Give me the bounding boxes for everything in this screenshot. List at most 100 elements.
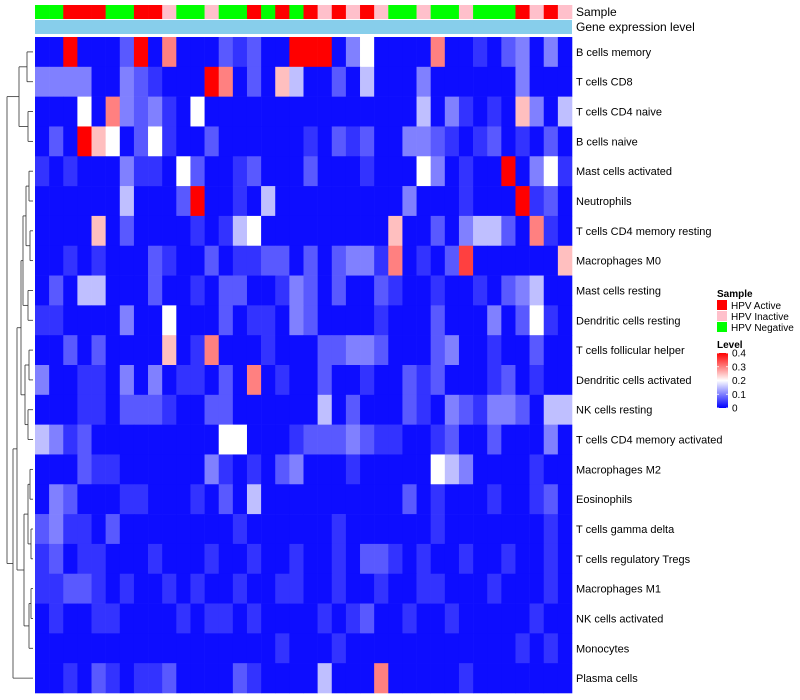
heatmap-cell	[317, 37, 333, 68]
heatmap-cell	[133, 484, 149, 515]
heatmap-cell	[331, 484, 347, 515]
heatmap-cell	[529, 96, 545, 127]
heatmap-cell	[317, 454, 333, 485]
heatmap-cell	[317, 573, 333, 604]
heatmap-cell	[515, 37, 530, 68]
heatmap-cell	[402, 305, 417, 336]
heatmap-cell	[133, 66, 149, 97]
heatmap-cell	[35, 484, 50, 515]
heatmap-cell	[317, 543, 333, 575]
heatmap-cell	[374, 335, 389, 366]
heatmap-cell	[246, 365, 262, 396]
heatmap-cell	[133, 514, 149, 545]
heatmap-cell	[331, 424, 347, 455]
heatmap-cell	[275, 305, 290, 336]
heatmap-cell	[119, 66, 135, 97]
heatmap-cell	[162, 215, 177, 247]
heatmap-cell	[148, 186, 163, 217]
heatmap-cell	[261, 633, 276, 664]
heatmap-cell	[557, 394, 573, 425]
heatmap-cell	[331, 454, 347, 485]
heatmap-cell	[218, 603, 234, 634]
heatmap-cell	[473, 335, 488, 366]
heatmap-cell	[458, 454, 474, 485]
heatmap-cell	[162, 394, 177, 425]
heatmap-cell	[63, 424, 78, 455]
heatmap-cell	[133, 37, 149, 68]
heatmap-cell	[261, 275, 276, 306]
heatmap-cell	[515, 454, 530, 485]
heatmap-cell	[105, 215, 121, 247]
heatmap-cell	[444, 454, 460, 485]
heatmap-cell	[133, 543, 149, 575]
row-label: Macrophages M2	[576, 464, 661, 476]
heatmap-cell	[303, 335, 318, 366]
heatmap-cell	[487, 603, 502, 634]
heatmap-cell	[162, 514, 177, 545]
heatmap-cell	[458, 335, 474, 366]
heatmap-cell	[317, 663, 333, 694]
row-label: NK cells resting	[576, 405, 652, 417]
heatmap-cell	[232, 543, 248, 575]
heatmap-cell	[105, 365, 121, 396]
sample-cell	[77, 5, 92, 19]
heatmap-cell	[331, 275, 347, 306]
heatmap-cell	[204, 573, 220, 604]
heatmap-cell	[416, 126, 431, 157]
heatmap-cell	[430, 454, 446, 485]
heatmap-cell	[345, 573, 361, 604]
heatmap-cell	[190, 156, 205, 187]
heatmap-cell	[487, 186, 502, 217]
heatmap-cell	[430, 484, 446, 515]
heatmap-cell	[246, 633, 262, 664]
heatmap-cell	[246, 514, 262, 545]
row-label: T cells CD8	[576, 77, 633, 89]
heatmap-cell	[148, 514, 163, 545]
row-label: T cells gamma delta	[576, 524, 675, 536]
heatmap-cell	[444, 335, 460, 366]
heatmap-cell	[374, 603, 389, 634]
heatmap-cell	[35, 66, 50, 97]
heatmap-cell	[317, 365, 333, 396]
heatmap-cell	[35, 305, 50, 336]
heatmap-cell	[345, 66, 361, 97]
level-tick-label: 0.3	[732, 362, 746, 373]
heatmap-cell	[63, 514, 78, 545]
heatmap-cell	[63, 245, 78, 276]
heatmap-cell	[218, 454, 234, 485]
heatmap-cell	[487, 245, 502, 276]
heatmap-cell	[444, 245, 460, 276]
heatmap-cell	[345, 37, 361, 68]
heatmap-cell	[416, 394, 431, 425]
heatmap-cell	[261, 245, 276, 276]
sample-cell	[35, 5, 50, 19]
heatmap-cell	[119, 514, 135, 545]
sample-cell	[416, 5, 431, 19]
heatmap-cell	[374, 633, 389, 664]
heatmap-cell	[303, 66, 318, 97]
heatmap-cell	[91, 96, 106, 127]
heatmap-cell	[148, 156, 163, 187]
heatmap-cell	[91, 603, 106, 634]
heatmap-cell	[190, 335, 205, 366]
heatmap-cell	[487, 543, 502, 575]
heatmap-cell	[105, 573, 121, 604]
heatmap-cell	[275, 275, 290, 306]
heatmap-cell	[246, 186, 262, 217]
heatmap-cell	[176, 365, 191, 396]
heatmap-cell	[246, 603, 262, 634]
heatmap-cell	[63, 365, 78, 396]
heatmap-cell	[49, 335, 64, 366]
heatmap-cell	[176, 245, 191, 276]
heatmap-cell	[303, 275, 318, 306]
heatmap-cell	[91, 573, 106, 604]
sample-legend-label: HPV Negative	[731, 323, 794, 334]
heatmap-cell	[275, 335, 290, 366]
heatmap-cell	[35, 275, 50, 306]
heatmap-cell	[473, 543, 488, 575]
heatmap-cell	[402, 275, 417, 306]
heatmap-cell	[49, 514, 64, 545]
heatmap-cell	[388, 126, 403, 157]
heatmap-cell	[49, 215, 64, 247]
heatmap-cell	[35, 573, 50, 604]
